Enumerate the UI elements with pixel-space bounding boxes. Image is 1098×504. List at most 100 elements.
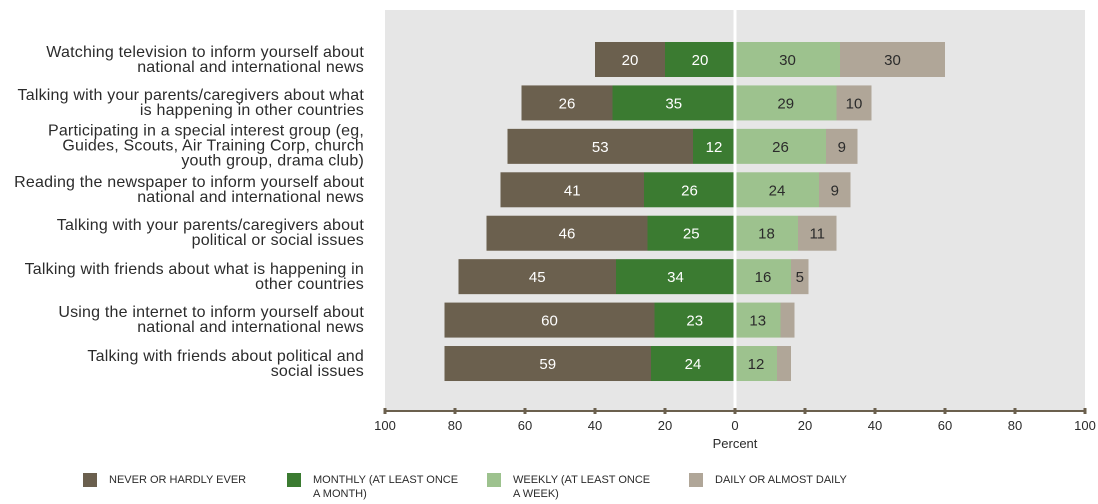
x-tick-mark	[593, 408, 597, 414]
x-axis-title: Percent	[713, 436, 758, 451]
x-tick-label: 60	[518, 418, 532, 433]
bar-monthly-at-least-once-a-month	[665, 42, 735, 77]
bar-monthly-at-least-once-a-month	[647, 215, 735, 251]
x-tick-label: 100	[1074, 418, 1096, 433]
value-labels-group: 20 20 30 30 35 26 29 10 12 53 26 9 26 41 24 9 25 46 18 11 34…	[529, 52, 901, 373]
bar-never-or-hardly-ever	[507, 128, 693, 164]
category-label: Talking with your parents/caregivers abo…	[17, 86, 364, 119]
legend-swatch	[83, 473, 97, 487]
category-label: Reading the newspaper to inform yourself…	[14, 173, 364, 206]
category-label: Talking with your parents/caregivers abo…	[56, 217, 364, 250]
zero-line	[733, 10, 737, 410]
x-tick-label: 0	[731, 418, 738, 433]
legend-label: WEEKLY (AT LEAST ONCE A WEEK)	[513, 474, 651, 500]
category-labels: Watching television to inform yourself a…	[0, 0, 364, 420]
value-label: 9	[831, 182, 839, 199]
value-label: 26	[772, 139, 789, 156]
bar-daily-or-almost-daily	[836, 85, 872, 121]
value-label: 23	[686, 313, 703, 330]
value-label: 24	[769, 182, 786, 199]
bar-weekly-at-least-once-a-week	[735, 128, 826, 164]
value-label: 16	[755, 269, 772, 286]
bar-weekly-at-least-once-a-week	[735, 85, 837, 121]
value-label: 30	[779, 52, 796, 69]
bar-never-or-hardly-ever	[500, 172, 644, 208]
value-label: 9	[838, 139, 846, 156]
x-tick-mark	[733, 408, 737, 414]
bar-never-or-hardly-ever	[458, 259, 616, 295]
x-tick-mark	[663, 408, 667, 414]
bar-monthly-at-least-once-a-month	[654, 302, 735, 338]
value-label: 30	[884, 52, 901, 69]
value-label: 11	[809, 226, 825, 243]
legend-label: DAILY OR ALMOST DAILY	[715, 474, 847, 486]
value-label: 20	[692, 52, 709, 69]
value-label: 53	[592, 139, 609, 156]
bar-daily-or-almost-daily	[791, 259, 809, 295]
bar-daily-or-almost-daily	[780, 302, 795, 338]
bar-never-or-hardly-ever	[444, 302, 655, 338]
x-tick-mark	[873, 408, 877, 414]
value-label: 59	[539, 356, 556, 373]
x-tick-label: 80	[1008, 418, 1022, 433]
bar-weekly-at-least-once-a-week	[735, 302, 781, 338]
bar-never-or-hardly-ever	[444, 346, 651, 382]
x-tick-mark	[523, 408, 527, 414]
value-label: 41	[564, 182, 581, 199]
value-label: 25	[683, 226, 700, 243]
value-label: 5	[796, 269, 804, 286]
x-tick-label: 40	[588, 418, 602, 433]
value-label: 26	[681, 182, 698, 199]
bar-weekly-at-least-once-a-week	[735, 259, 791, 295]
legend-swatch	[487, 473, 501, 487]
bar-daily-or-almost-daily	[798, 215, 837, 251]
bar-monthly-at-least-once-a-month	[616, 259, 735, 295]
bars-group	[444, 42, 945, 382]
value-label: 26	[559, 95, 576, 112]
bar-weekly-at-least-once-a-week	[735, 172, 819, 208]
value-label: 60	[541, 313, 558, 330]
bar-weekly-at-least-once-a-week	[735, 346, 777, 382]
category-label: Watching television to inform yourself a…	[46, 43, 364, 76]
bar-never-or-hardly-ever	[486, 215, 648, 251]
x-tick-mark	[803, 408, 807, 414]
bar-monthly-at-least-once-a-month	[644, 172, 735, 208]
x-tick-label: 40	[868, 418, 882, 433]
x-tick-label: 20	[658, 418, 672, 433]
x-tick-label: 80	[448, 418, 462, 433]
bar-monthly-at-least-once-a-month	[651, 346, 735, 382]
x-tick-mark	[1083, 408, 1087, 414]
bar-monthly-at-least-once-a-month	[612, 85, 735, 121]
x-tick-label: 60	[938, 418, 952, 433]
legend-swatch	[689, 473, 703, 487]
value-label: 29	[777, 95, 794, 112]
legend-label: MONTHLY (AT LEAST ONCE A MONTH)	[313, 474, 459, 500]
value-label: 10	[846, 95, 863, 112]
value-label: 35	[665, 95, 682, 112]
x-tick-label: 20	[798, 418, 812, 433]
value-label: 13	[749, 313, 766, 330]
bar-daily-or-almost-daily	[777, 346, 791, 382]
category-label: Talking with friends about what is happe…	[24, 260, 364, 293]
bar-weekly-at-least-once-a-week	[735, 42, 840, 77]
value-label: 20	[622, 52, 639, 69]
category-label: Using the internet to inform yourself ab…	[58, 304, 364, 337]
x-tick-mark	[383, 408, 387, 414]
bar-daily-or-almost-daily	[819, 172, 851, 208]
bar-daily-or-almost-daily	[840, 42, 945, 77]
value-label: 34	[667, 269, 684, 286]
bar-never-or-hardly-ever	[521, 85, 613, 121]
value-label: 24	[685, 356, 702, 373]
bar-daily-or-almost-daily	[826, 128, 858, 164]
x-axis: 100 80 60 40 20 0 20 40 60 80 100 Percent	[374, 408, 1096, 451]
x-tick-mark	[943, 408, 947, 414]
x-tick-mark	[1013, 408, 1017, 414]
x-tick-mark	[453, 408, 457, 414]
x-tick-label: 100	[374, 418, 396, 433]
legend-swatch	[287, 473, 301, 487]
value-label: 18	[758, 226, 775, 243]
value-label: 12	[706, 139, 723, 156]
category-label: Talking with friends about political and…	[87, 347, 364, 380]
bar-never-or-hardly-ever	[595, 42, 665, 77]
